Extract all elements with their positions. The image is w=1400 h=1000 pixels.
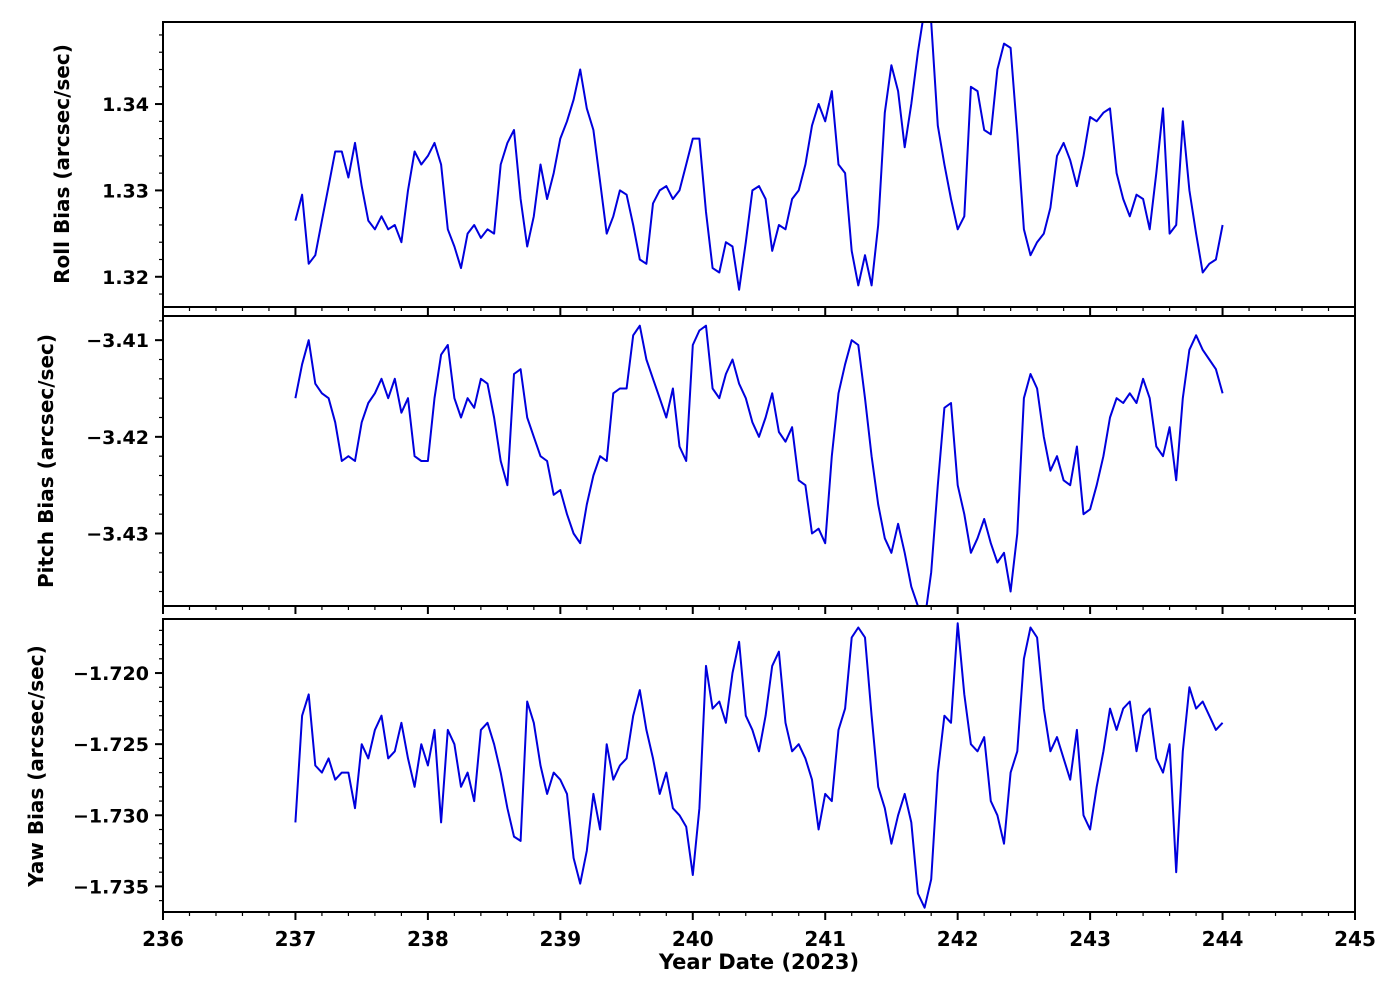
yaw-bias-ytick-label: −1.725	[73, 734, 149, 756]
roll-bias-ytick-label: 1.34	[102, 94, 149, 116]
x-tick-label: 241	[804, 927, 846, 951]
x-tick-label: 242	[937, 927, 979, 951]
ylabel-roll-bias: Roll Bias (arcsec/sec)	[50, 44, 74, 284]
x-tick-label: 243	[1069, 927, 1111, 951]
pitch-bias-axes-frame	[162, 315, 1356, 607]
x-tick-label: 237	[275, 927, 317, 951]
x-tick-label: 240	[672, 927, 714, 951]
ylabel-yaw-bias: Yaw Bias (arcsec/sec)	[24, 645, 48, 887]
roll-bias-ytick-label: 1.33	[102, 180, 149, 202]
x-tick-label: 238	[407, 927, 449, 951]
x-tick-label: 239	[539, 927, 581, 951]
yaw-bias-axes-frame	[162, 618, 1356, 913]
x-tick-label: 244	[1202, 927, 1244, 951]
roll-bias-ytick-label: 1.32	[102, 267, 149, 289]
x-tick-label: 236	[142, 927, 184, 951]
xlabel: Year Date (2023)	[658, 950, 860, 974]
yaw-bias-line	[294, 622, 1224, 909]
pitch-bias-ytick-label: −3.43	[86, 524, 149, 546]
ylabel-pitch-bias: Pitch Bias (arcsec/sec)	[34, 333, 58, 589]
roll-bias-line	[294, 22, 1224, 291]
pitch-bias-ytick-label: −3.41	[86, 330, 149, 352]
yaw-bias-ytick-label: −1.720	[73, 663, 149, 685]
roll-bias-axes-frame	[162, 21, 1356, 308]
yaw-bias-ytick-label: −1.730	[73, 805, 149, 827]
pitch-bias-ytick-label: −3.42	[86, 427, 149, 449]
pitch-bias-line	[294, 324, 1224, 606]
yaw-bias-ytick-label: −1.735	[73, 876, 149, 898]
x-tick-label: 245	[1334, 927, 1376, 951]
